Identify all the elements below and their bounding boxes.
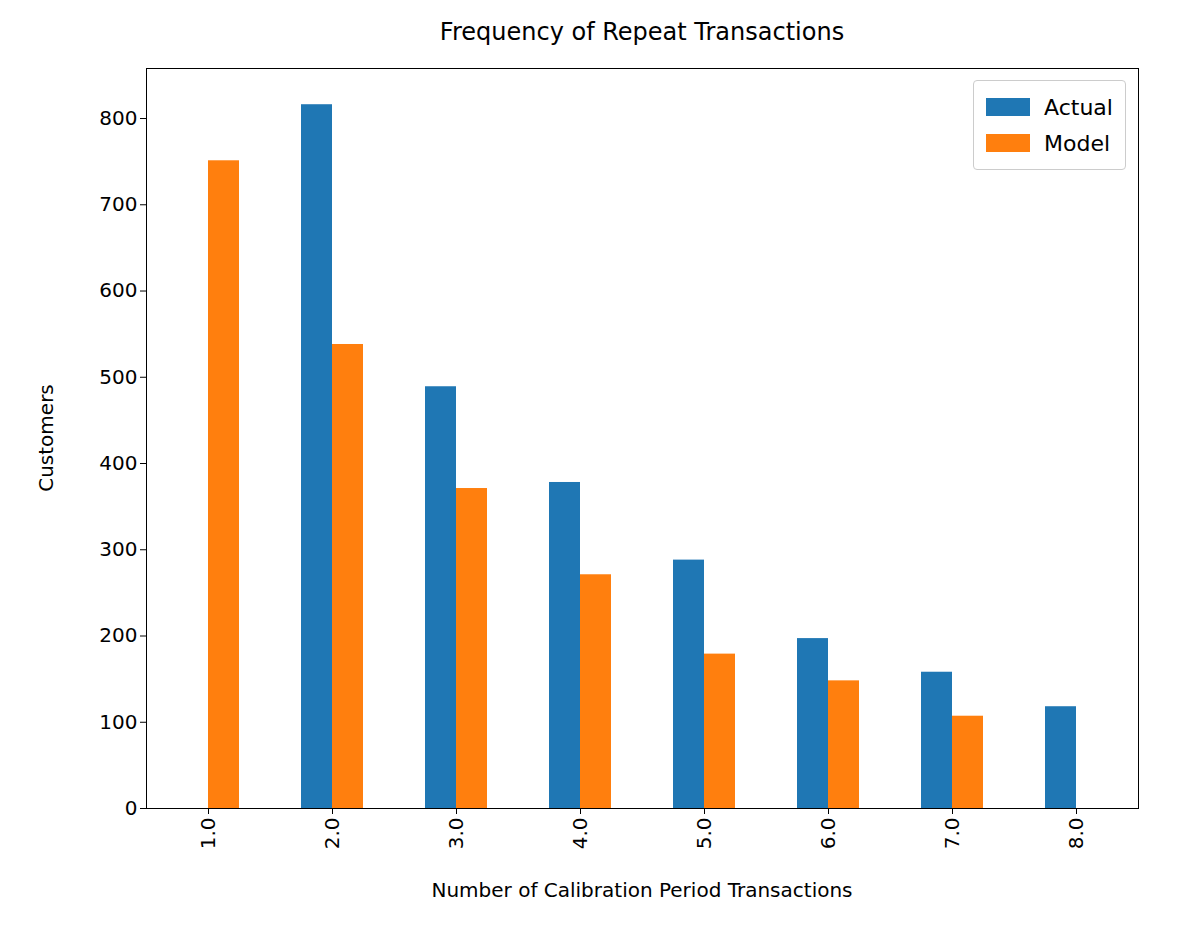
svg-text:2.0: 2.0 bbox=[320, 818, 344, 850]
svg-text:700: 700 bbox=[99, 192, 137, 216]
html-text:Model: Model bbox=[1044, 130, 1111, 156]
svg-text:8.0: 8.0 bbox=[1064, 818, 1088, 850]
html-text:Customers: Customers bbox=[34, 384, 58, 492]
svg-text:500: 500 bbox=[99, 365, 137, 389]
svg-text:200: 200 bbox=[99, 623, 137, 647]
svg-text:400: 400 bbox=[99, 451, 137, 475]
svg-text:100: 100 bbox=[99, 710, 137, 734]
svg-text:7.0: 7.0 bbox=[940, 818, 964, 850]
svg-text:5.0: 5.0 bbox=[692, 818, 716, 850]
svg-text:300: 300 bbox=[99, 537, 137, 561]
svg-text:0: 0 bbox=[125, 796, 138, 820]
svg-text:1.0: 1.0 bbox=[196, 818, 220, 850]
svg-text:6.0: 6.0 bbox=[816, 818, 840, 850]
svg-text:4.0: 4.0 bbox=[568, 818, 592, 850]
html-text:Frequency of Repeat Transactio: Frequency of Repeat Transactions bbox=[439, 18, 845, 46]
svg-text:800: 800 bbox=[99, 106, 137, 130]
html-text:Actual: Actual bbox=[1044, 94, 1113, 120]
svg-text:3.0: 3.0 bbox=[444, 818, 468, 850]
html-text:Number of Calibration Period T: Number of Calibration Period Transaction… bbox=[431, 878, 853, 902]
svg-text:600: 600 bbox=[99, 278, 137, 302]
